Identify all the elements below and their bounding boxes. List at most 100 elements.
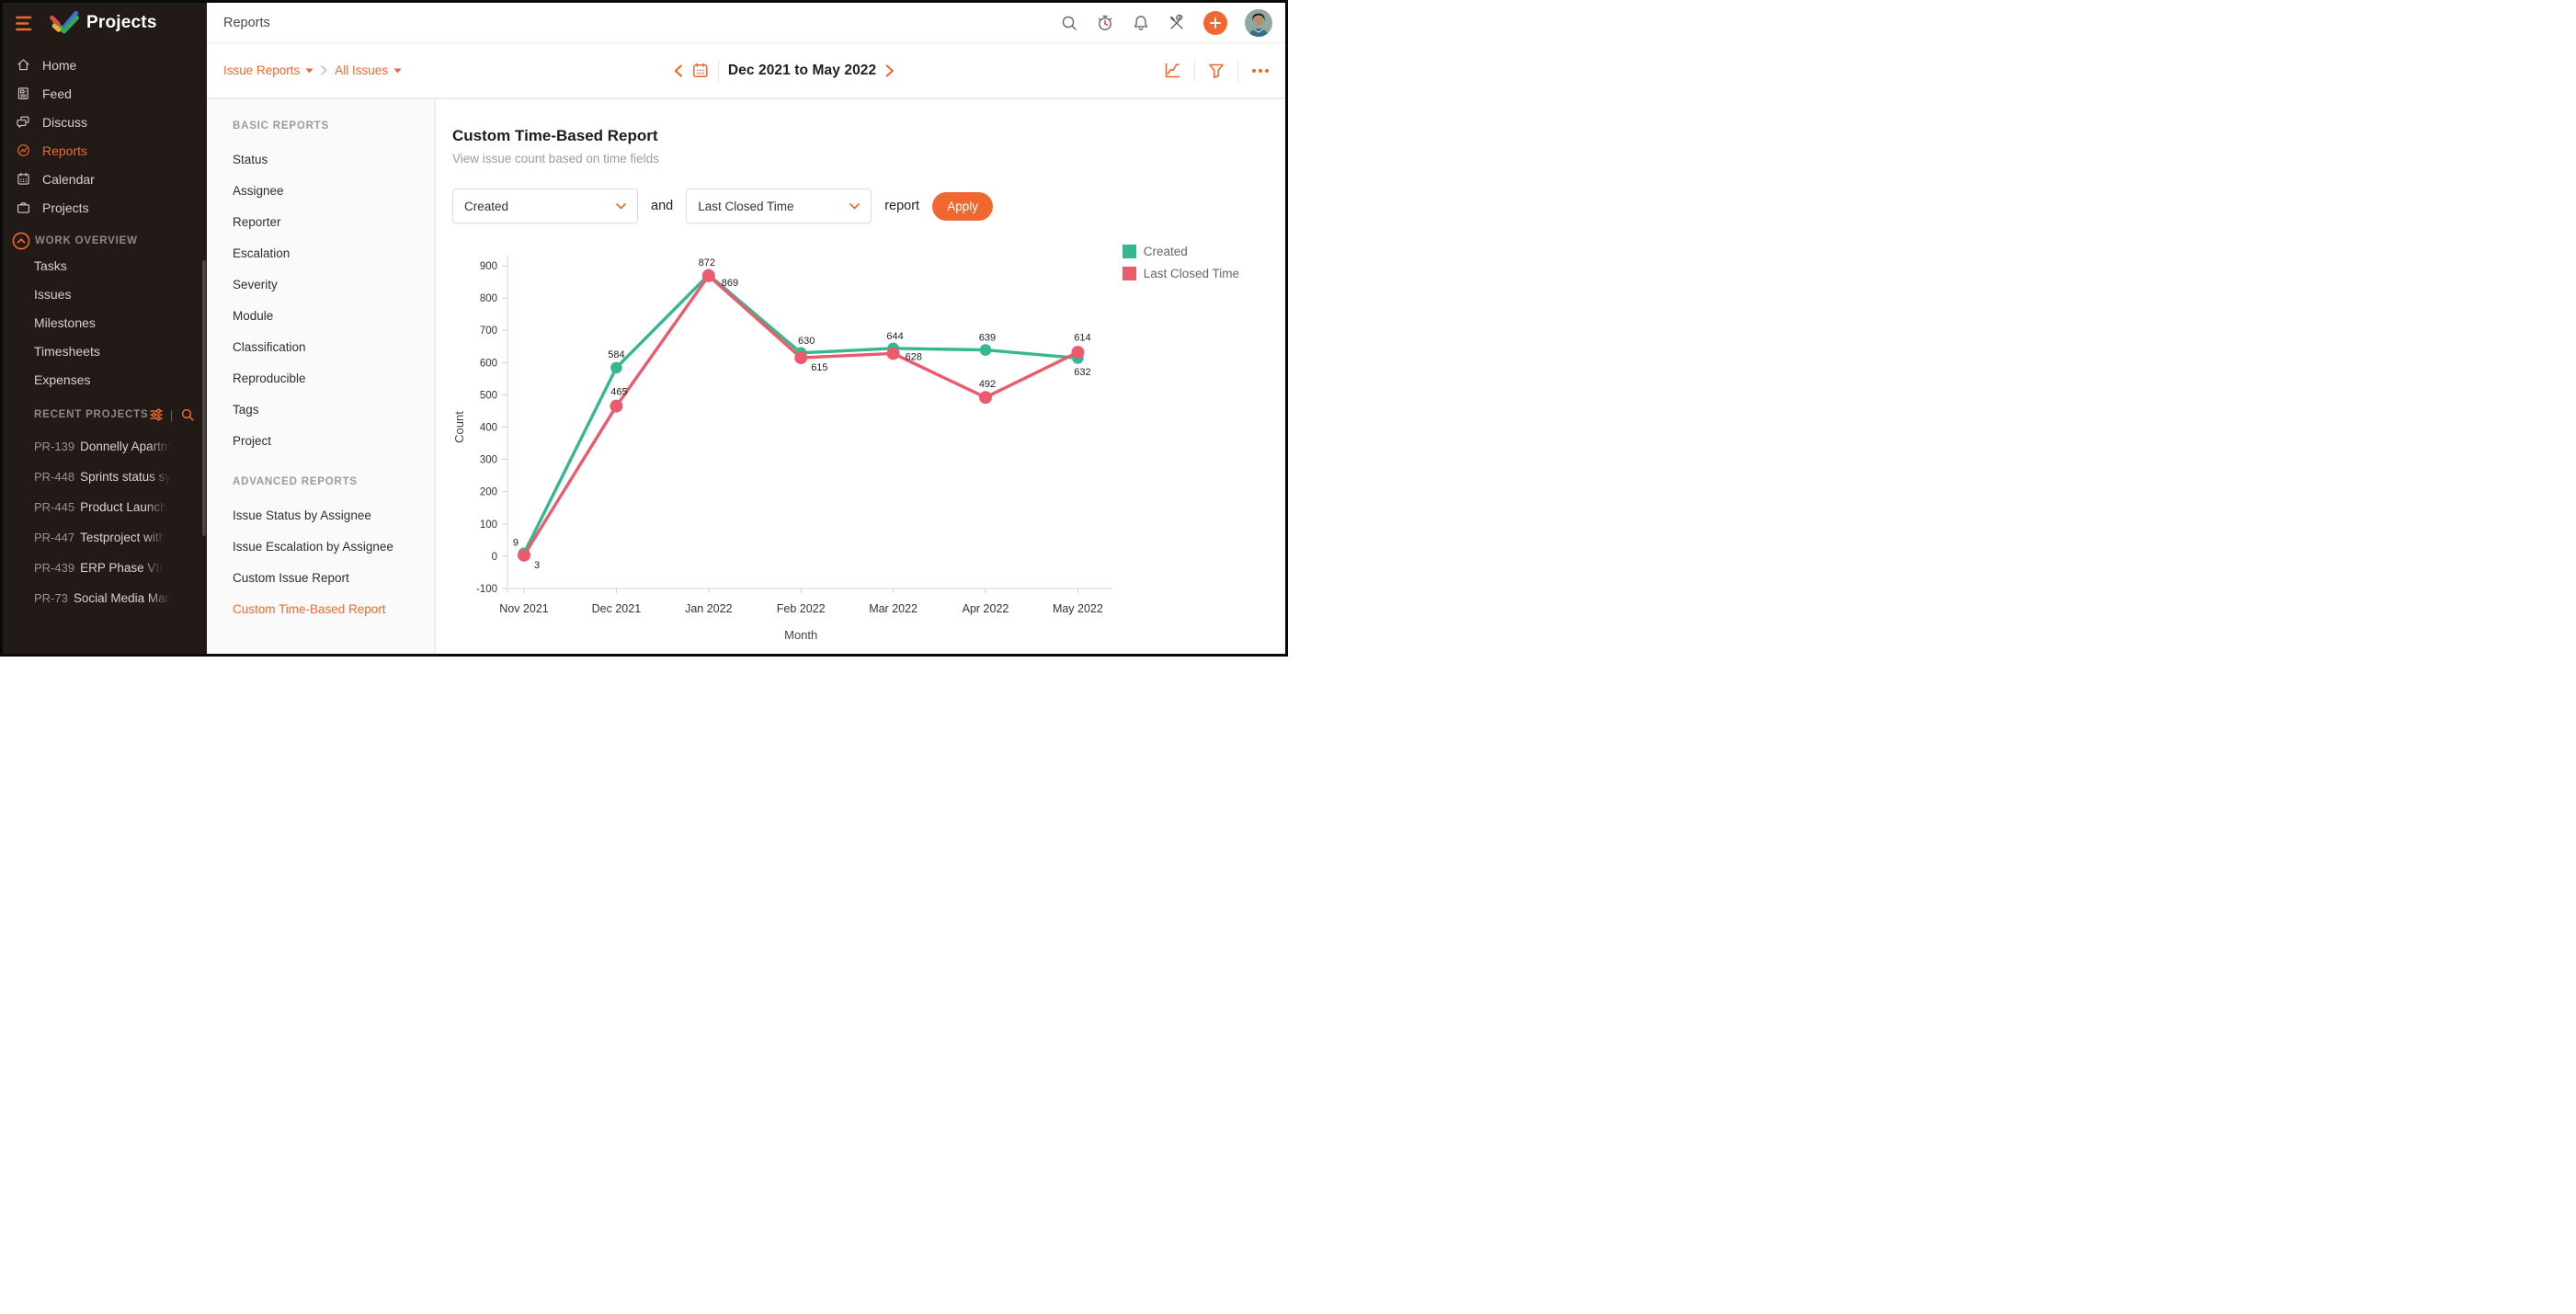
hamburger-menu-icon[interactable] [16, 16, 36, 31]
timer-icon[interactable] [1096, 14, 1114, 32]
recent-project-item[interactable]: PR-73 Social Media Man [3, 583, 207, 613]
recent-project-item[interactable]: PR-439 ERP Phase VII [3, 553, 207, 583]
recent-projects-header: RECENT PROJECTS | [3, 405, 207, 425]
sidebar-sub-item[interactable]: Timesheets [34, 343, 100, 359]
sidebar-sub-item[interactable]: Expenses [34, 371, 91, 387]
tools-icon[interactable] [1168, 14, 1186, 32]
svg-text:300: 300 [480, 455, 497, 466]
basic-reports-header: BASIC REPORTS [233, 120, 329, 131]
collapse-chevron-icon[interactable] [11, 231, 31, 251]
svg-text:Apr 2022: Apr 2022 [963, 602, 1009, 615]
report-nav-item[interactable]: Severity [233, 277, 278, 291]
legend-item-last-closed-time[interactable]: Last Closed Time [1122, 263, 1239, 283]
add-button[interactable] [1203, 10, 1227, 35]
prev-period-icon[interactable] [674, 63, 682, 77]
calendar-picker-icon[interactable] [691, 62, 709, 79]
chart-type-icon[interactable] [1163, 61, 1182, 80]
next-period-icon[interactable] [885, 63, 894, 77]
filter-funnel-icon[interactable] [1207, 62, 1225, 80]
svg-text:872: 872 [699, 257, 715, 269]
legend-swatch [1122, 266, 1136, 280]
svg-text:3: 3 [534, 560, 540, 571]
recent-project-item[interactable]: PR-139 Donnelly Apartm [3, 431, 207, 462]
breadcrumb: Issue Reports All Issues [223, 63, 402, 77]
report-nav-item[interactable]: Assignee [233, 183, 284, 198]
report-nav-item[interactable]: Status [233, 152, 268, 166]
breadcrumb-all-issues[interactable]: All Issues [335, 63, 402, 77]
project-name: Social Media Man [73, 591, 173, 605]
legend-label: Created [1143, 244, 1188, 258]
reports-icon [16, 143, 31, 158]
sidebar-item-feed[interactable]: Feed [3, 79, 207, 108]
report-nav-item[interactable]: Module [233, 308, 274, 323]
sidebar: Projects Home Feed Discuss Reports Calen… [3, 3, 207, 654]
project-name: ERP Phase VII [80, 561, 163, 575]
report-nav-item[interactable]: Tags [233, 402, 259, 417]
report-nav-item[interactable]: Reproducible [233, 371, 306, 385]
svg-text:100: 100 [480, 520, 497, 531]
project-name: Sprints status sy [80, 470, 172, 484]
svg-text:614: 614 [1074, 332, 1090, 343]
sidebar-sub-item[interactable]: Milestones [34, 314, 96, 330]
sidebar-sub-item[interactable]: Tasks [34, 257, 67, 273]
divider [1194, 59, 1195, 82]
report-nav-item[interactable]: Issue Status by Assignee [233, 508, 371, 522]
svg-text:Mar 2022: Mar 2022 [869, 602, 918, 615]
svg-text:Jan 2022: Jan 2022 [685, 602, 732, 615]
report-controls: Created and Last Closed Time report Appl… [452, 189, 1285, 223]
work-overview-list: Tasks Issues Milestones Timesheets Expenses [3, 251, 207, 394]
report-nav-panel: BASIC REPORTS Status Assignee Reporter Esca… [207, 99, 436, 654]
recent-project-item[interactable]: PR-448 Sprints status sy [3, 462, 207, 492]
sidebar-item-reports[interactable]: Reports [3, 136, 207, 165]
svg-text:632: 632 [1074, 367, 1090, 378]
bell-icon[interactable] [1132, 14, 1150, 32]
divider [717, 59, 719, 82]
sidebar-item-label: Discuss [42, 114, 88, 130]
svg-text:600: 600 [480, 358, 497, 369]
report-nav-item[interactable]: Project [233, 433, 272, 448]
project-search-icon[interactable] [180, 407, 195, 422]
svg-text:492: 492 [979, 379, 996, 390]
report-nav-item[interactable]: Reporter [233, 214, 281, 229]
caret-down-icon [393, 68, 402, 73]
svg-text:Feb 2022: Feb 2022 [777, 602, 826, 615]
main-column: Reports Issue Reports All Issues [207, 3, 1285, 654]
svg-text:400: 400 [480, 423, 497, 434]
sidebar-sub-item[interactable]: Issues [34, 286, 72, 302]
time-field-1-select[interactable]: Created [452, 189, 638, 223]
sidebar-item-discuss[interactable]: Discuss [3, 108, 207, 136]
svg-text:584: 584 [608, 349, 624, 360]
report-nav-item[interactable]: Classification [233, 339, 306, 354]
report-nav-item[interactable]: Escalation [233, 246, 291, 260]
report-nav-item[interactable]: Custom Issue Report [233, 570, 349, 585]
sidebar-item-projects[interactable]: Projects [3, 193, 207, 222]
time-field-2-select[interactable]: Last Closed Time [686, 189, 872, 223]
more-options-icon[interactable] [1250, 67, 1271, 74]
search-icon[interactable] [1060, 14, 1078, 32]
apply-button[interactable]: Apply [932, 191, 994, 221]
sidebar-item-home[interactable]: Home [3, 51, 207, 79]
svg-text:615: 615 [811, 362, 827, 373]
svg-text:869: 869 [722, 278, 738, 289]
sliders-filter-icon[interactable] [149, 407, 164, 422]
project-name: Donnelly Apartm [80, 440, 172, 453]
legend-item-created[interactable]: Created [1122, 241, 1239, 261]
report-nav-item[interactable]: Issue Escalation by Assignee [233, 539, 393, 554]
report-nav-item[interactable]: Custom Time-Based Report [233, 601, 386, 616]
avatar[interactable] [1245, 8, 1272, 37]
basic-reports-list: Status Assignee Reporter Escalation Severity… [207, 143, 434, 456]
sidebar-scrollbar[interactable] [202, 260, 206, 536]
topbar-icons [1060, 8, 1285, 37]
briefcase-icon [16, 200, 31, 215]
recent-project-item[interactable]: PR-445 Product Launch [3, 492, 207, 522]
recent-project-item[interactable]: PR-447 Testproject with [3, 522, 207, 553]
svg-text:628: 628 [906, 351, 922, 362]
topbar: Reports [207, 3, 1285, 43]
project-id: PR-439 [34, 561, 75, 575]
svg-text:200: 200 [480, 487, 497, 498]
chart-legend: Created Last Closed Time [1122, 241, 1239, 283]
sidebar-item-calendar[interactable]: Calendar [3, 165, 207, 193]
report-main: Custom Time-Based Report View issue coun… [436, 99, 1285, 654]
breadcrumb-issue-reports[interactable]: Issue Reports [223, 63, 313, 77]
